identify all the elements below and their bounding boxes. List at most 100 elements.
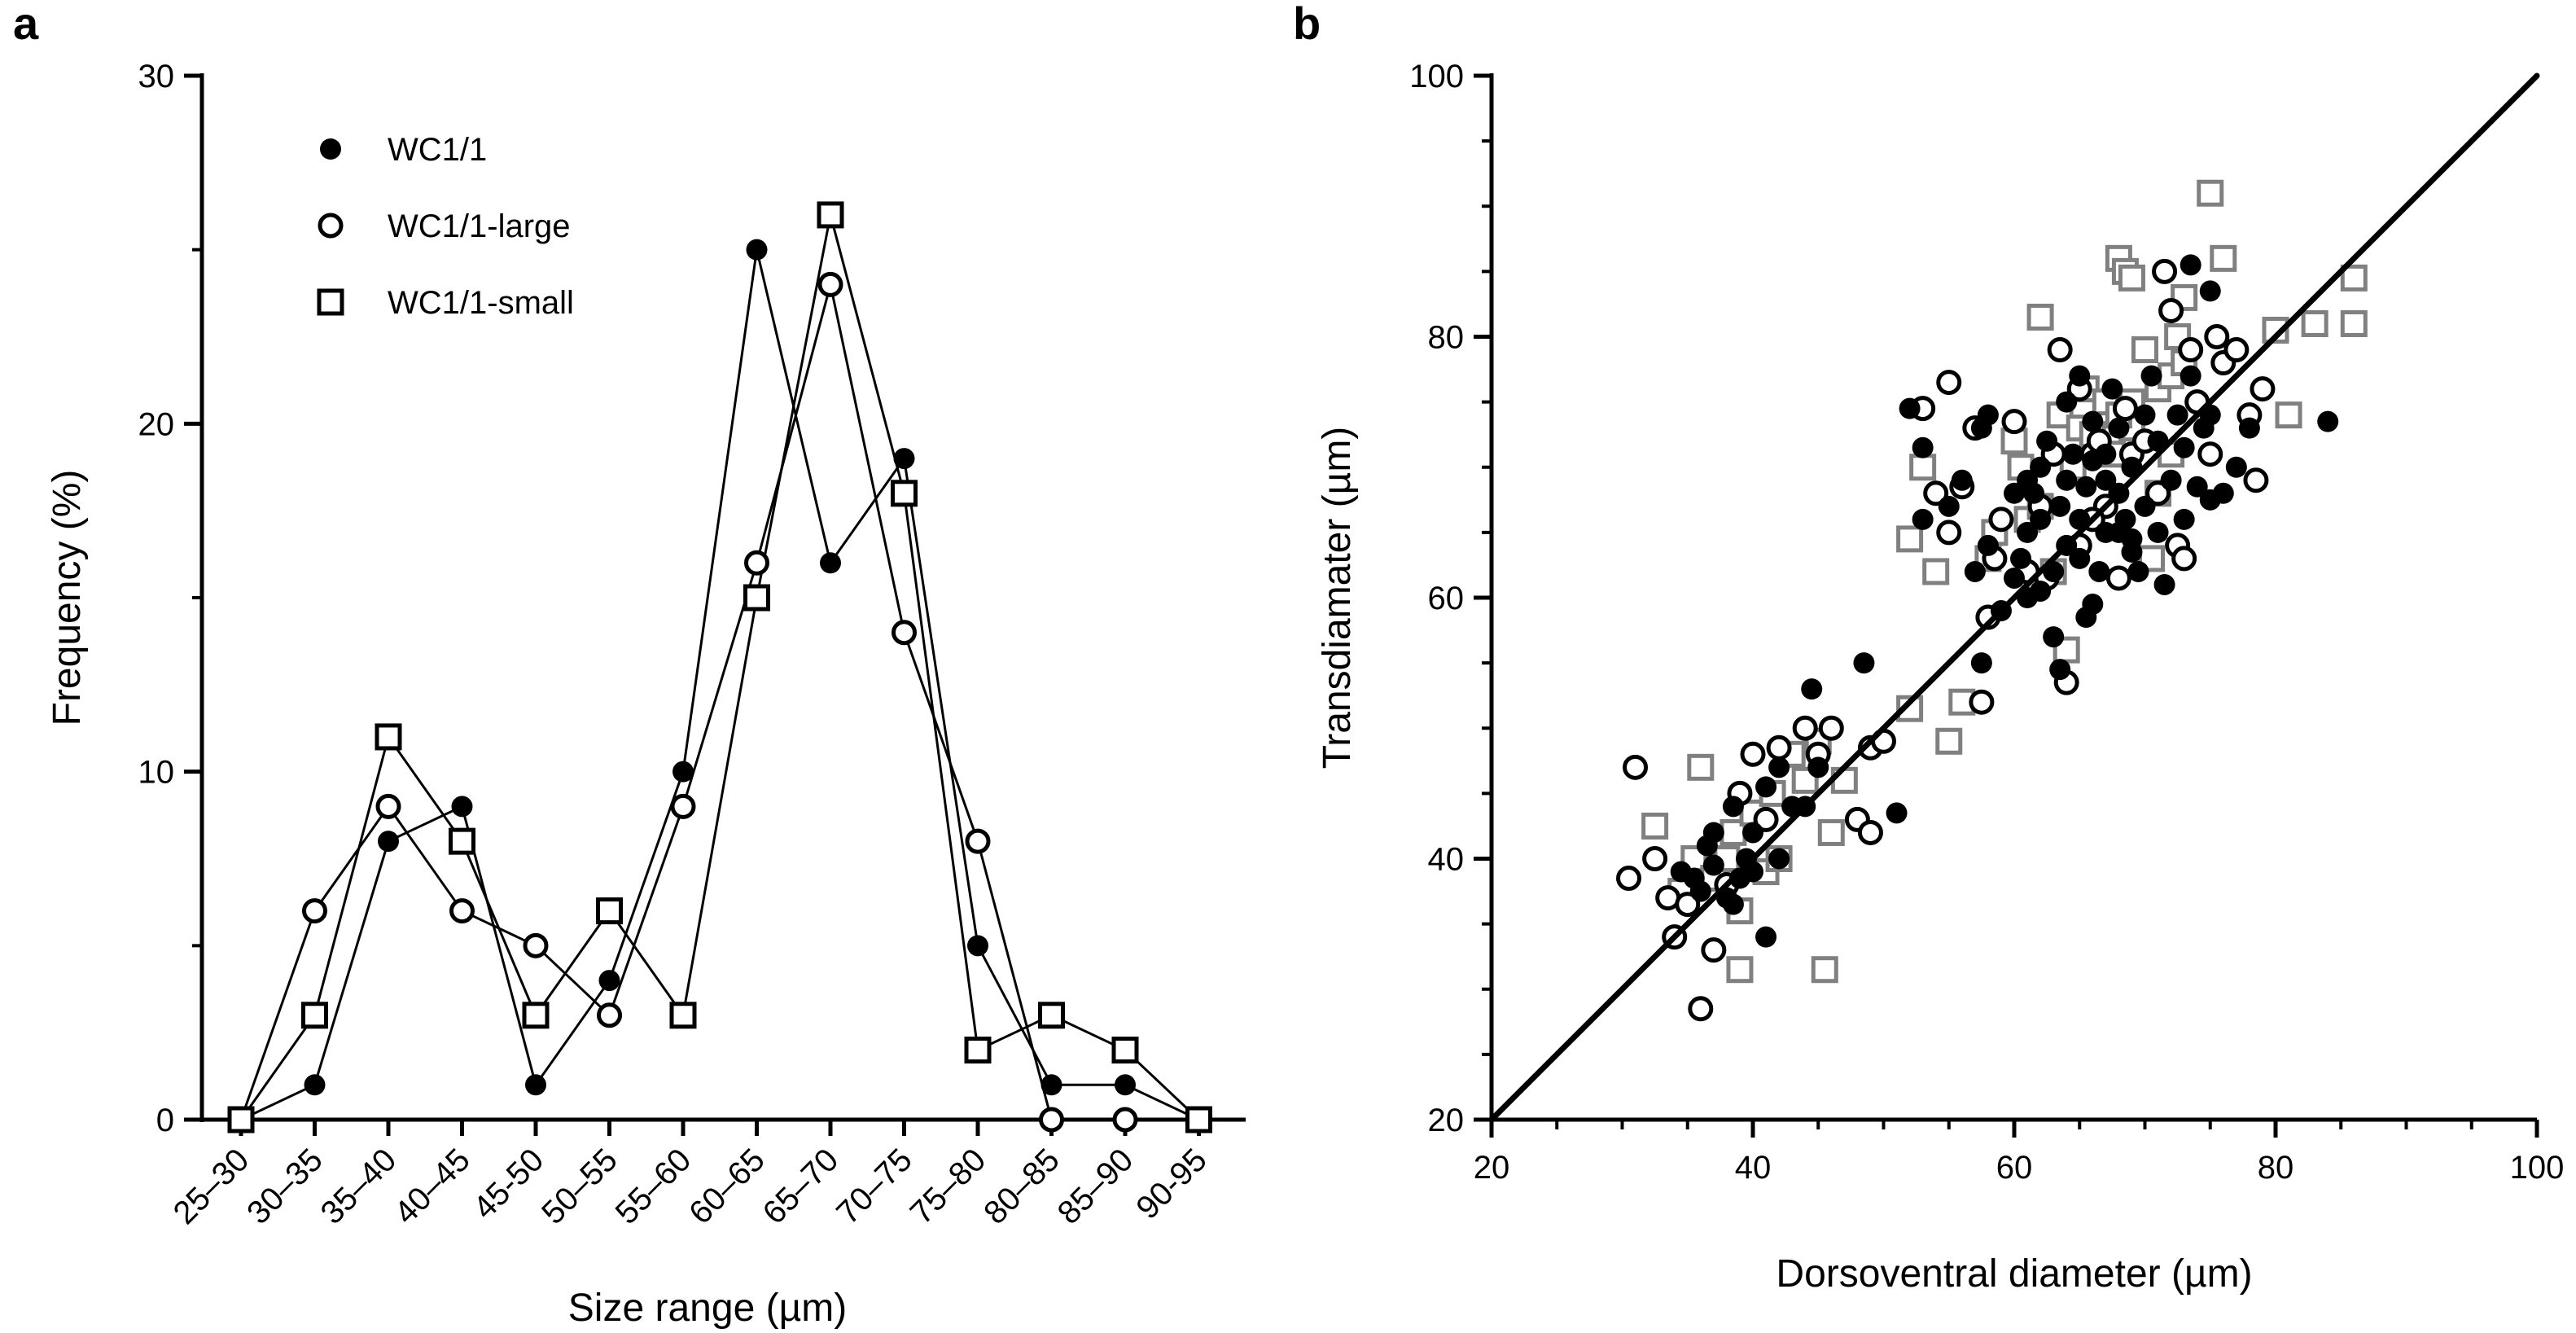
x-tick-label: 40–45 [388, 1142, 477, 1231]
y-tick-label: 60 [1428, 581, 1465, 616]
x-axis-title: Dorsoventral diameter (µm) [1776, 1252, 2252, 1296]
scatter-1-point [1951, 469, 1973, 491]
series-line-2 [239, 284, 1199, 1121]
scatter-1-point [2056, 469, 2078, 491]
series-1-point [378, 831, 399, 853]
chart-b-scatter: 20 40 60 80 100 20 40 60 80 100 Dorsoventral diame… [1316, 59, 2564, 1296]
series-2-point [892, 620, 917, 646]
series-1-point [820, 552, 841, 574]
series-3-point [669, 1002, 697, 1029]
scatter-2-point [1969, 689, 1995, 715]
scatter-1-point [1768, 756, 1790, 778]
x-tick-label: 55–60 [609, 1142, 699, 1231]
series-2-point [1112, 1107, 1138, 1133]
y-tick-label: 0 [156, 1103, 174, 1138]
series-3-point [1038, 1002, 1065, 1029]
scatter-2-point [1792, 715, 1818, 741]
panel-b-letter: b [1293, 0, 1321, 49]
scatter-1-point [1912, 508, 1934, 530]
scatter-1-point [2173, 508, 2195, 530]
scatter-1-point [2082, 410, 2104, 432]
scatter-1-point [2030, 580, 2052, 602]
scatter-2-point [2001, 409, 2027, 435]
legend-label-2: WC1/1-large [388, 208, 571, 244]
legend-marker-3 [317, 288, 344, 316]
scatter-1-point [2140, 365, 2162, 387]
x-tick-label: 30–35 [240, 1142, 330, 1231]
scatter-3-point [1641, 812, 1669, 840]
scatter-1-point [1755, 776, 1777, 798]
scatter-1-point [2056, 391, 2078, 413]
x-tick-label: 40 [1735, 1150, 1772, 1186]
scatter-3-point [2210, 244, 2237, 272]
scatter-1-point [1977, 534, 1999, 556]
x-axis-title: Size range (µm) [568, 1287, 847, 1330]
scatter-1-point [2017, 521, 2039, 543]
scatter-1-point [2108, 417, 2130, 439]
series-2-point [744, 550, 769, 576]
x-tick-label: 25–30 [167, 1142, 256, 1231]
series-2-point [523, 932, 549, 958]
scatter-2-point [1642, 846, 1668, 871]
y-axis-title: Frequency (%) [46, 470, 89, 726]
scatter-1-point [1899, 397, 1921, 419]
scatter-1-point [2004, 567, 2025, 589]
scatter-1-point [2010, 547, 2032, 569]
scatter-1-point [1912, 436, 1934, 458]
legend-label-3: WC1/1-small [388, 285, 574, 321]
scatter-1-point [1755, 926, 1777, 948]
scatter-3-point [2275, 401, 2302, 429]
x-tick-label: 100 [2510, 1150, 2565, 1186]
scatter-3-point [1909, 454, 1937, 481]
series-2-point [375, 793, 401, 819]
scatter-3-point [2026, 303, 2054, 331]
scatter-1-point [1807, 756, 1829, 778]
scatter-2-point [1701, 937, 1727, 963]
scatter-3-point [2340, 309, 2368, 337]
scatter-1-point [1702, 822, 1724, 844]
scatter-2-point [1688, 996, 1714, 1022]
scatter-1-point [1801, 678, 1823, 700]
series-3-point [891, 480, 918, 507]
scatter-1-point [2317, 410, 2339, 432]
scatter-2-point [2250, 376, 2276, 402]
legend-marker-1 [320, 138, 341, 160]
scatter-1-point [2075, 476, 2097, 498]
scatter-1-point [1689, 880, 1711, 902]
scatter-1-point [1722, 893, 1744, 915]
series-1-point [598, 970, 620, 992]
y-tick-label: 100 [1409, 59, 1464, 94]
series-3-point [596, 897, 623, 925]
scatter-1-point [1964, 560, 1986, 582]
x-tick-label: 60–65 [682, 1142, 772, 1231]
series-3-point [1111, 1037, 1139, 1064]
scatter-2-point [1766, 734, 1792, 761]
series-3-point [375, 723, 402, 751]
series-line-3 [239, 214, 1200, 1121]
scatter-1-point [2134, 404, 2156, 426]
series-1-point [672, 761, 694, 783]
scatter-2-point [2145, 480, 2171, 506]
scatter-3-point [2164, 323, 2192, 350]
series-1-point [1115, 1074, 1136, 1096]
series-2-point [670, 793, 696, 819]
scatter-1-point [1702, 854, 1724, 876]
chart-a-frequency: 0 10 20 30 25–3030–3535–4040–4545-5050–5555–… [46, 59, 1246, 1330]
scatter-2-point [2158, 297, 2184, 323]
scatter-1-point [2199, 280, 2221, 302]
scatter-2-point [1740, 741, 1766, 767]
series-1-point [893, 448, 915, 470]
scatter-1-point [2082, 594, 2104, 616]
scatter-2-point [1616, 866, 1642, 892]
series-3-point [522, 1002, 550, 1029]
scatter-3-point [1922, 558, 1950, 585]
series-3-point [817, 201, 844, 229]
scatter-3-point [1687, 753, 1715, 781]
scatter-2-point [1857, 819, 1883, 845]
scatter-2-point [1818, 715, 1844, 741]
x-tick-label: 70–75 [830, 1142, 919, 1231]
scatter-1-point [2095, 443, 2117, 465]
series-line-1 [240, 249, 1200, 1121]
scatter-2-point [2112, 396, 2138, 422]
scatter-2-point [1675, 892, 1701, 918]
